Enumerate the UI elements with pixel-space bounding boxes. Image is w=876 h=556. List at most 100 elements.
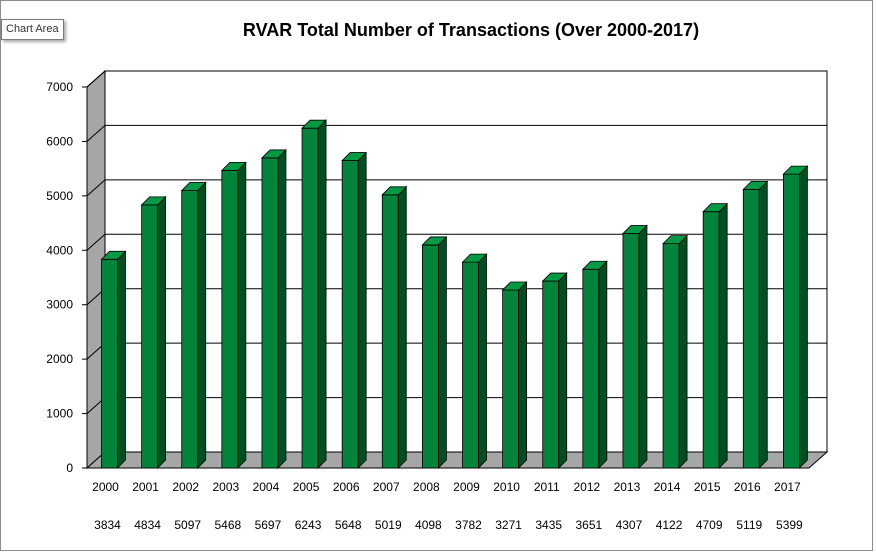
data-label: 5697 [255, 518, 282, 532]
bar-top [180, 182, 207, 191]
bar [662, 234, 689, 469]
bar-top [501, 281, 528, 291]
chart-title: RVAR Total Number of Transactions (Over … [243, 20, 699, 40]
bar-front [221, 169, 239, 469]
y-tick-label: 3000 [46, 298, 73, 312]
y-tick-label: 0 [66, 461, 73, 475]
bar-front [782, 173, 800, 469]
bar-side [357, 151, 367, 469]
bar-side [397, 185, 407, 469]
bar [381, 185, 408, 469]
bar-side [157, 195, 167, 469]
x-tick-label: 2004 [253, 480, 280, 494]
bar-side [478, 253, 487, 469]
x-tick-label: 2014 [654, 480, 681, 494]
data-label: 4122 [656, 518, 683, 532]
bar-top [702, 203, 729, 213]
bar-front [502, 289, 520, 469]
y-tick-label: 4000 [46, 243, 73, 257]
x-tick-label: 2010 [493, 480, 520, 494]
y-tick-label: 5000 [46, 189, 73, 203]
bar-front [662, 243, 680, 469]
bar-front [301, 127, 319, 469]
bar-side [558, 272, 568, 469]
x-tick-label: 2012 [573, 480, 600, 494]
x-tick-label: 2002 [172, 480, 199, 494]
bar [140, 195, 167, 469]
bar-front [622, 233, 640, 469]
bar-front [141, 204, 159, 469]
bar-top [260, 149, 287, 159]
bar-top [381, 186, 408, 196]
bar [260, 148, 287, 469]
bar-front [462, 261, 479, 469]
bar-side [678, 234, 688, 469]
bar-side [437, 235, 447, 469]
x-tick-label: 2017 [774, 480, 801, 494]
data-label: 4834 [134, 518, 161, 532]
bar-front [381, 194, 399, 469]
bar [461, 253, 488, 469]
x-tick-label: 2007 [373, 480, 400, 494]
bar-side [718, 202, 728, 469]
y-tick-label: 2000 [46, 352, 73, 366]
data-label: 5399 [776, 518, 803, 532]
bar-side [598, 260, 608, 469]
bar [581, 260, 608, 469]
bar-side [758, 180, 768, 469]
bar [341, 151, 368, 469]
bar-side [518, 280, 528, 469]
bar-side [117, 250, 126, 469]
data-label: 4709 [696, 518, 723, 532]
bar [180, 181, 207, 469]
bar-front [542, 280, 560, 469]
gridline-side [86, 233, 106, 251]
bar-top [461, 253, 488, 263]
data-label: 4098 [415, 518, 442, 532]
data-label: 3782 [455, 518, 482, 532]
bar [702, 202, 729, 469]
chart-area-tooltip: Chart Area [1, 19, 64, 40]
bar-front [702, 211, 720, 469]
bar [541, 272, 568, 469]
data-label: 5019 [375, 518, 402, 532]
bar-top [140, 196, 167, 206]
gridline-side [86, 70, 106, 88]
bar-top [220, 161, 247, 171]
bar [301, 119, 328, 469]
gridline-side [86, 125, 106, 142]
y-tick-label: 6000 [46, 134, 73, 148]
bar-front [582, 268, 600, 469]
data-label: 6243 [295, 518, 322, 532]
bar-side [237, 161, 247, 469]
data-label: 4307 [616, 518, 643, 532]
bar [782, 165, 809, 469]
bar-top [421, 236, 448, 246]
bar [621, 224, 648, 469]
y-tick-label: 7000 [46, 80, 73, 94]
bar-top [541, 272, 568, 282]
bar-side [638, 224, 648, 469]
bar-top [782, 165, 809, 175]
x-axis-ticks: 2000 2001 2002 2003 2004 2005 2006 2007 2008 2009… [92, 480, 801, 494]
x-tick-label: 2011 [534, 480, 560, 494]
bar-top [100, 250, 127, 260]
data-labels: 3834 4834 5097 5468 5697 6243 5648 5019 4098 3782… [94, 518, 803, 532]
bar-side [277, 148, 287, 469]
data-label: 5648 [335, 518, 362, 532]
data-label: 3435 [535, 518, 562, 532]
bar-top [662, 235, 689, 245]
x-tick-label: 2003 [212, 480, 239, 494]
data-label: 5119 [736, 518, 762, 532]
x-tick-label: 2000 [92, 480, 119, 494]
bar-front [421, 244, 439, 469]
bar [220, 161, 247, 469]
bars [100, 119, 809, 469]
x-tick-label: 2005 [293, 480, 320, 494]
x-tick-label: 2001 [132, 480, 159, 494]
bar [742, 180, 769, 469]
data-label: 3651 [575, 518, 602, 532]
x-tick-label: 2013 [614, 480, 641, 494]
